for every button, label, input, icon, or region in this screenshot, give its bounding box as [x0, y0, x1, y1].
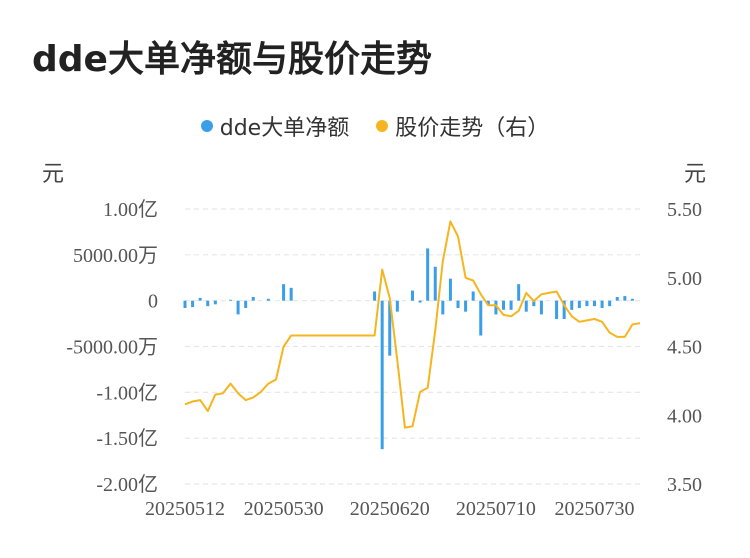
dde-bar [517, 284, 521, 301]
right-tick-label: 3.50 [667, 474, 702, 496]
dde-bar [229, 299, 232, 301]
dde-bar [244, 300, 248, 308]
right-axis-unit: 元 [684, 162, 707, 187]
legend-line-label: 股价走势（右） [395, 116, 550, 141]
dde-bar [213, 300, 217, 305]
dde-bar [471, 291, 475, 301]
dde-bar [570, 300, 574, 310]
dde-bar [630, 298, 634, 301]
dde-bar [183, 300, 187, 308]
dde-bar [388, 300, 392, 356]
x-tick-label: 20250730 [555, 498, 635, 520]
dde-bar [206, 300, 210, 307]
legend-line-dot-icon [376, 120, 389, 132]
dde-bar [433, 266, 437, 301]
dde-bar [448, 278, 452, 301]
dde-bar [555, 300, 559, 319]
dde-bar [562, 300, 566, 319]
right-tick-label: 5.50 [667, 199, 702, 221]
dde-bar [532, 300, 536, 307]
dde-bar [251, 297, 255, 301]
dde-bar [623, 296, 627, 301]
dde-bar [191, 300, 195, 308]
x-tick-label: 20250512 [145, 498, 225, 520]
dde-bar [464, 300, 468, 312]
left-tick-label: -1.00亿 [96, 381, 158, 404]
legend-item-line[interactable]: 股价走势（右） [376, 110, 549, 142]
dde-bar [600, 300, 604, 308]
left-tick-label: -5000.00万 [66, 337, 158, 359]
legend-bar-dot-icon [200, 120, 213, 132]
dde-bar [418, 300, 422, 303]
dde-bar [615, 297, 619, 301]
dde-bar [502, 300, 505, 310]
legend-bar-label: dde大单净额 [219, 116, 350, 141]
dde-bar [411, 290, 414, 301]
dde-bar [373, 291, 377, 301]
grid-lines [185, 208, 640, 485]
dde-bar [486, 300, 490, 306]
x-tick-label: 20250620 [350, 498, 430, 520]
dde-bar [539, 300, 543, 315]
axis-labels: 1.00亿 5000.00万 0 -5000.00万 -1.00亿 -1.50亿 -2.00… [66, 198, 702, 520]
dde-bar [524, 300, 528, 312]
x-tick-label: 20250710 [456, 498, 536, 520]
dde-bar [577, 300, 581, 308]
dde-bar [380, 300, 384, 450]
dde-bar [198, 297, 202, 301]
x-tick-label: 20250530 [244, 498, 324, 520]
left-tick-label: -1.50亿 [96, 427, 158, 450]
dde-bar [282, 284, 286, 301]
left-tick-label: -2.00亿 [96, 473, 158, 496]
right-tick-label: 4.50 [667, 337, 702, 359]
dde-bar [593, 300, 596, 307]
dde-bar [266, 298, 270, 301]
right-tick-label: 5.00 [667, 268, 702, 290]
left-tick-label: 5000.00万 [73, 245, 158, 267]
chart-title: dde大单净额与股价走势 [32, 39, 432, 80]
left-axis-unit: 元 [42, 162, 65, 187]
dde-bar [456, 300, 460, 308]
dde-bar [608, 300, 612, 307]
line-series [184, 220, 641, 429]
legend-item-bar[interactable]: dde大单净额 [200, 110, 350, 142]
dde-bar [509, 300, 513, 310]
price-line [184, 220, 641, 429]
dde-bar [441, 300, 445, 315]
dde-bar [585, 300, 589, 307]
dde-bar [236, 300, 240, 315]
dde-bar [494, 300, 498, 315]
dde-bar [479, 300, 483, 336]
dde-bar [395, 300, 399, 312]
right-tick-label: 4.00 [667, 405, 702, 427]
dde-bar [289, 287, 293, 301]
bar-series [183, 248, 634, 450]
left-tick-label: 0 [148, 291, 158, 313]
dde-bar [426, 248, 430, 301]
left-tick-label: 1.00亿 [103, 198, 158, 221]
legend: dde大单净额 股价走势（右） [0, 110, 750, 142]
